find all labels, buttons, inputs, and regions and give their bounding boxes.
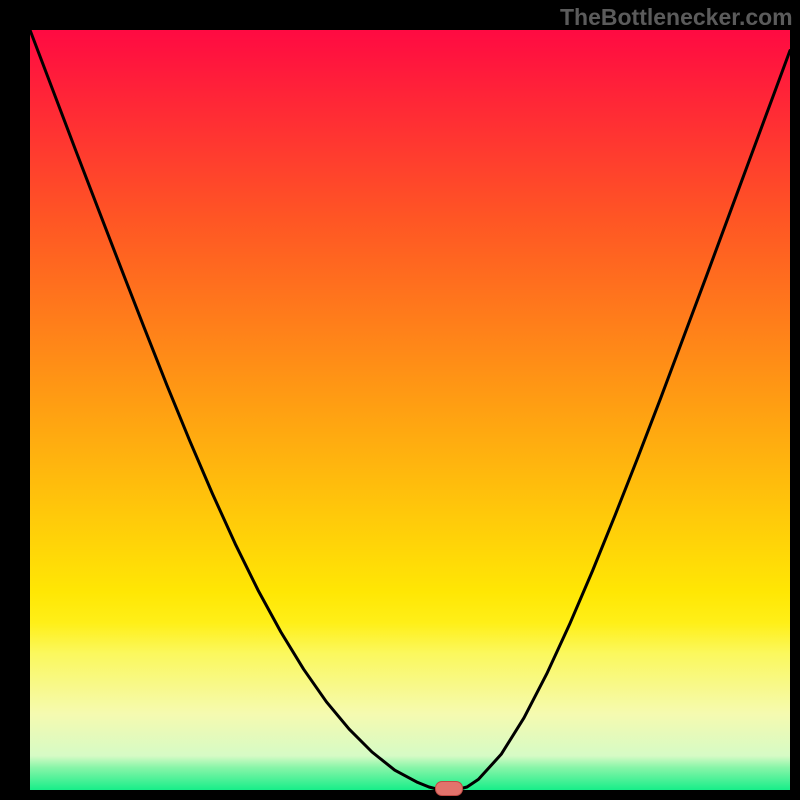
watermark-text: TheBottlenecker.com (560, 4, 793, 31)
optimal-point-marker (435, 781, 463, 796)
chart-container: TheBottlenecker.com (0, 0, 800, 800)
gradient-plot-area (30, 30, 790, 790)
